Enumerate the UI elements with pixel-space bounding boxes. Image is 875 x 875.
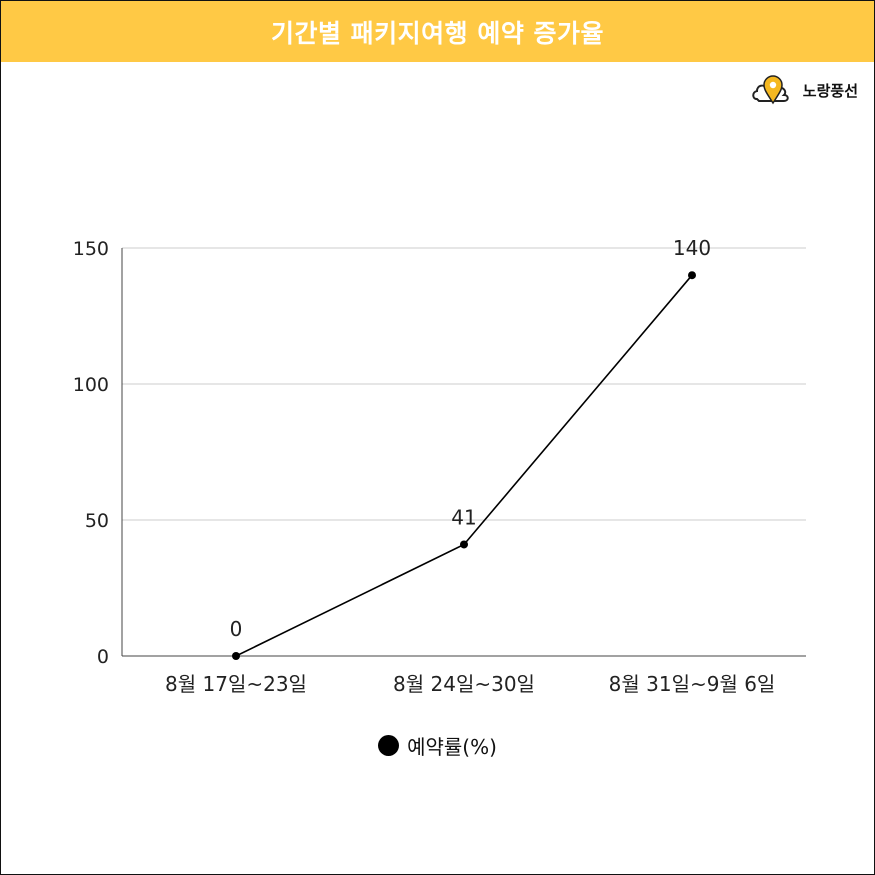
legend-label: 예약률(%) <box>407 735 497 759</box>
page-title: 기간별 패키지여행 예약 증가율 <box>270 18 605 48</box>
data-point <box>460 540 468 549</box>
data-label: 0 <box>230 617 243 641</box>
y-tick-label: 150 <box>73 238 109 260</box>
y-tick-label: 100 <box>73 374 109 396</box>
x-tick-label: 8월 24일~30일 <box>393 672 535 696</box>
legend: 예약률(%) <box>1 731 874 760</box>
balloon-cloud-icon <box>752 75 789 105</box>
data-label: 41 <box>451 505 476 529</box>
data-label: 140 <box>673 236 711 260</box>
x-tick-label: 8월 31일~9월 6일 <box>609 672 776 696</box>
title-bar: 기간별 패키지여행 예약 증가율 <box>1 1 874 62</box>
data-point <box>232 652 240 660</box>
series-line <box>235 274 693 657</box>
y-tick-label: 0 <box>97 646 109 668</box>
brand-logo: 노랑풍선 <box>751 73 858 107</box>
brand-name: 노랑풍선 <box>802 81 858 100</box>
x-tick-label: 8월 17일~23일 <box>165 672 307 696</box>
y-tick-label: 50 <box>85 510 109 532</box>
data-point <box>688 271 696 280</box>
legend-marker <box>378 735 400 756</box>
